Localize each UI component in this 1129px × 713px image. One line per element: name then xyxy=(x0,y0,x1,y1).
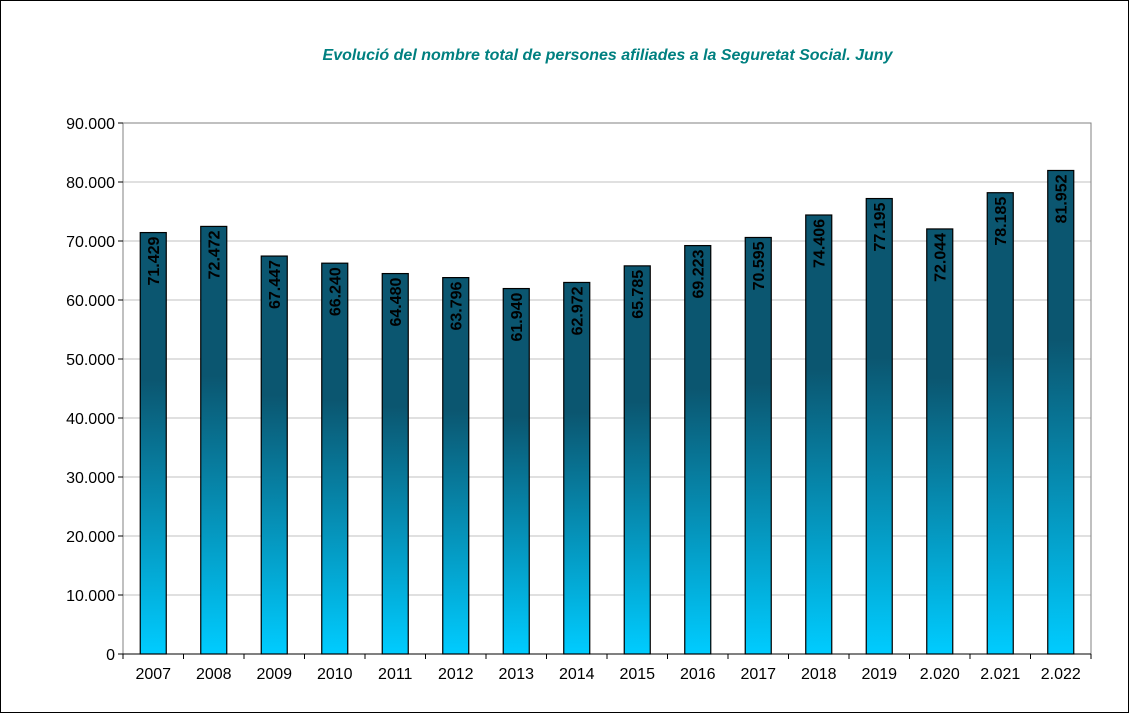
x-tick-label: 2007 xyxy=(135,666,171,683)
bar xyxy=(139,231,167,655)
x-tick-label: 2019 xyxy=(861,666,897,683)
bar xyxy=(200,225,228,655)
y-tick-label: 20.000 xyxy=(66,529,115,546)
data-label: 65.785 xyxy=(630,270,647,319)
y-tick-label: 70.000 xyxy=(66,234,115,251)
data-label: 81.952 xyxy=(1054,174,1071,223)
x-tick-label: 2011 xyxy=(378,666,413,683)
x-tick-label: 2009 xyxy=(256,666,292,683)
x-tick-label: 2008 xyxy=(196,666,232,683)
data-label: 69.223 xyxy=(691,249,708,298)
chart-title: Evolució del nombre total de persones af… xyxy=(322,47,893,64)
x-tick-label: 2017 xyxy=(740,666,776,683)
x-tick-label: 2014 xyxy=(559,666,595,683)
x-tick-label: 2013 xyxy=(498,666,534,683)
bar xyxy=(563,281,591,655)
x-tick-label: 2015 xyxy=(619,666,655,683)
data-label: 66.240 xyxy=(328,267,345,316)
x-tick-label: 2.021 xyxy=(980,666,1020,683)
data-label: 78.185 xyxy=(993,197,1010,246)
data-label: 61.940 xyxy=(509,292,526,341)
data-label: 71.429 xyxy=(146,236,163,285)
data-label: 77.195 xyxy=(872,202,889,251)
bar xyxy=(744,236,772,655)
bar xyxy=(684,244,712,655)
data-label: 64.480 xyxy=(388,277,405,326)
x-tick-label: 2018 xyxy=(801,666,837,683)
bar xyxy=(442,277,470,655)
y-tick-label: 30.000 xyxy=(66,470,115,487)
data-label: 70.595 xyxy=(751,241,768,290)
x-tick-label: 2012 xyxy=(438,666,474,683)
bar xyxy=(1047,169,1075,655)
bar xyxy=(381,272,409,655)
data-label: 72.472 xyxy=(207,230,224,279)
data-label: 63.796 xyxy=(449,282,466,331)
bar xyxy=(865,197,893,655)
y-tick-label: 90.000 xyxy=(66,116,115,133)
y-tick-label: 10.000 xyxy=(66,588,115,605)
x-tick-label: 2.020 xyxy=(920,666,960,683)
y-tick-label: 50.000 xyxy=(66,352,115,369)
bar xyxy=(805,214,833,655)
x-tick-label: 2.022 xyxy=(1041,666,1081,683)
bar xyxy=(260,255,288,655)
data-label: 74.406 xyxy=(812,219,829,268)
y-tick-label: 60.000 xyxy=(66,293,115,310)
bar xyxy=(502,287,530,655)
data-label: 62.972 xyxy=(570,286,587,335)
data-label: 67.447 xyxy=(267,260,284,309)
bar xyxy=(986,192,1014,655)
bar xyxy=(926,228,954,655)
y-tick-label: 40.000 xyxy=(66,411,115,428)
x-tick-label: 2010 xyxy=(317,666,353,683)
x-tick-label: 2016 xyxy=(680,666,716,683)
bar xyxy=(321,262,349,655)
y-tick-label: 0 xyxy=(106,647,115,664)
data-label: 72.044 xyxy=(933,233,950,282)
y-tick-label: 80.000 xyxy=(66,175,115,192)
bar xyxy=(623,265,651,655)
